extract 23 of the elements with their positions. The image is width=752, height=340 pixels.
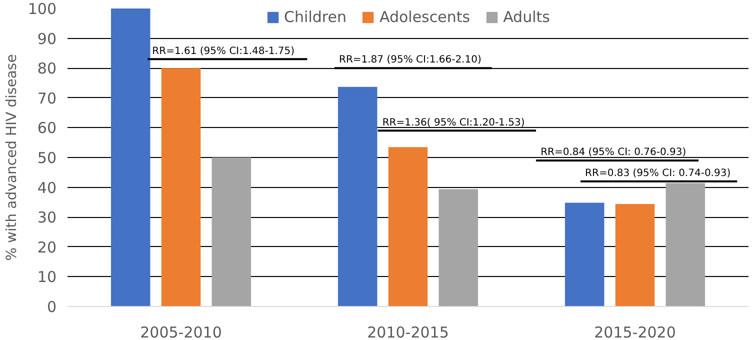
y-tick-label: 90 <box>37 30 57 48</box>
y-tick-label: 50 <box>37 149 57 167</box>
legend-label: Children <box>284 8 346 26</box>
annotation: RR=1.61 (95% CI:1.48-1.75) <box>152 46 295 57</box>
y-tick-label: 20 <box>37 238 57 256</box>
x-tick-label: 2010-2015 <box>367 324 449 340</box>
y-axis-title: % with advanced HIV disease <box>4 54 20 261</box>
y-tick-label: 60 <box>37 119 57 138</box>
legend-label: Adults <box>503 8 550 26</box>
y-tick-label: 70 <box>37 89 57 108</box>
y-tick-label: 0 <box>46 298 57 316</box>
y-tick-label: 40 <box>37 178 57 197</box>
y-tick-label: 100 <box>28 0 57 18</box>
y-tick-label: 10 <box>37 268 57 286</box>
x-tick-label: 2015-2020 <box>594 324 676 340</box>
legend-label: Adolescents <box>379 8 470 26</box>
annotation: RR=0.83 (95% CI: 0.74-0.93) <box>585 168 731 179</box>
annotation: RR=1.87 (95% CI:1.66-2.10) <box>338 54 482 66</box>
annotation: RR=1.36( 95% CI:1.20-1.53) <box>382 117 525 128</box>
y-tick-label: 30 <box>37 208 57 227</box>
x-tick-label: 2005-2010 <box>140 324 222 340</box>
annotation: RR=0.84 (95% CI: 0.76-0.93) <box>540 147 686 158</box>
y-tick-label: 80 <box>37 60 57 78</box>
